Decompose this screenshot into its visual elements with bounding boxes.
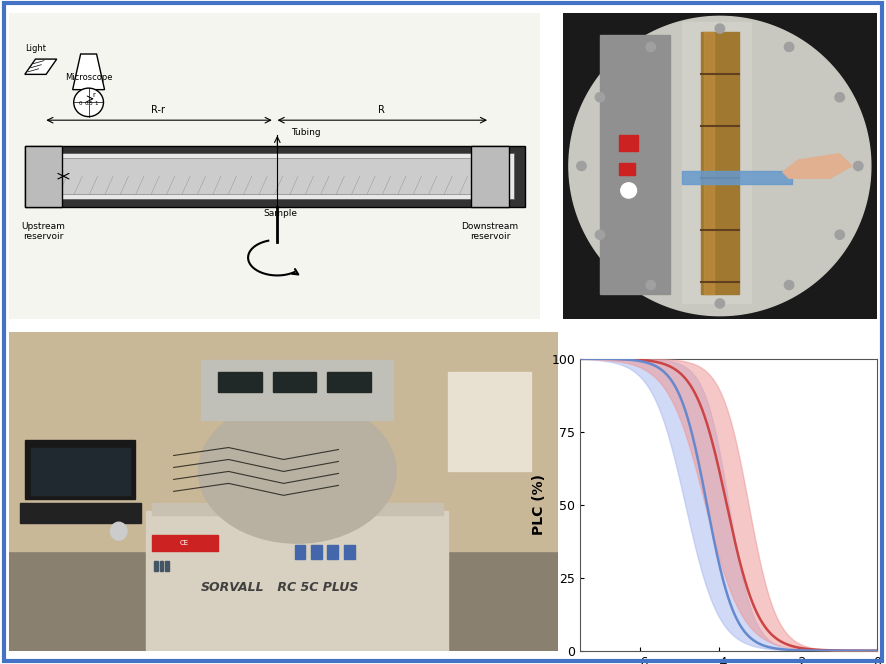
Text: 1: 1: [95, 102, 98, 106]
Bar: [448, 372, 531, 471]
Bar: [152, 535, 218, 551]
Bar: [9, 332, 558, 551]
Text: RC 5C PLUS: RC 5C PLUS: [273, 581, 358, 594]
Text: r: r: [92, 92, 95, 98]
Circle shape: [646, 280, 656, 290]
Bar: [31, 448, 129, 495]
Bar: [682, 171, 792, 185]
Bar: [601, 35, 670, 294]
Text: Upstream
reservoir: Upstream reservoir: [21, 222, 66, 242]
Circle shape: [715, 24, 725, 33]
Text: R-r: R-r: [151, 105, 165, 115]
Bar: [146, 511, 448, 651]
Text: Microscope: Microscope: [65, 73, 113, 82]
Text: Tubing: Tubing: [291, 128, 320, 137]
Polygon shape: [73, 54, 105, 90]
Bar: [328, 372, 371, 392]
Text: Light: Light: [25, 44, 46, 54]
Bar: [273, 372, 316, 392]
Circle shape: [784, 280, 794, 290]
Bar: [25, 145, 62, 207]
Circle shape: [577, 161, 587, 171]
Bar: [26, 440, 136, 499]
Polygon shape: [782, 154, 852, 178]
Text: 0: 0: [79, 102, 82, 106]
Bar: [41, 158, 509, 194]
Text: Sample: Sample: [263, 209, 297, 218]
Bar: [344, 545, 355, 559]
Circle shape: [835, 93, 844, 102]
Text: CE: CE: [180, 540, 190, 546]
Circle shape: [784, 42, 794, 52]
Circle shape: [835, 230, 844, 239]
Y-axis label: PLC (%): PLC (%): [532, 474, 546, 535]
Bar: [682, 23, 751, 303]
Bar: [619, 135, 638, 151]
Text: R: R: [377, 105, 385, 115]
Bar: [328, 545, 338, 559]
Bar: [311, 545, 322, 559]
Polygon shape: [25, 59, 57, 74]
Circle shape: [198, 400, 396, 543]
Text: 0.5: 0.5: [84, 102, 93, 106]
Bar: [294, 545, 306, 559]
Bar: [619, 163, 635, 175]
Circle shape: [595, 230, 605, 239]
Bar: [35, 153, 514, 199]
Bar: [201, 360, 393, 420]
Bar: [25, 145, 525, 207]
Circle shape: [595, 93, 605, 102]
Bar: [166, 561, 168, 571]
Ellipse shape: [111, 522, 127, 540]
Text: SORVALL: SORVALL: [201, 581, 265, 594]
Circle shape: [715, 299, 725, 308]
Bar: [704, 32, 713, 294]
Circle shape: [621, 183, 636, 198]
Circle shape: [74, 88, 104, 117]
Circle shape: [853, 161, 863, 171]
Bar: [152, 503, 443, 515]
Text: Downstream
reservoir: Downstream reservoir: [462, 222, 518, 242]
Polygon shape: [569, 17, 871, 315]
Bar: [159, 561, 163, 571]
Bar: [471, 145, 509, 207]
Bar: [19, 503, 141, 523]
Bar: [154, 561, 158, 571]
Bar: [701, 32, 739, 294]
Bar: [218, 372, 261, 392]
Circle shape: [646, 42, 656, 52]
